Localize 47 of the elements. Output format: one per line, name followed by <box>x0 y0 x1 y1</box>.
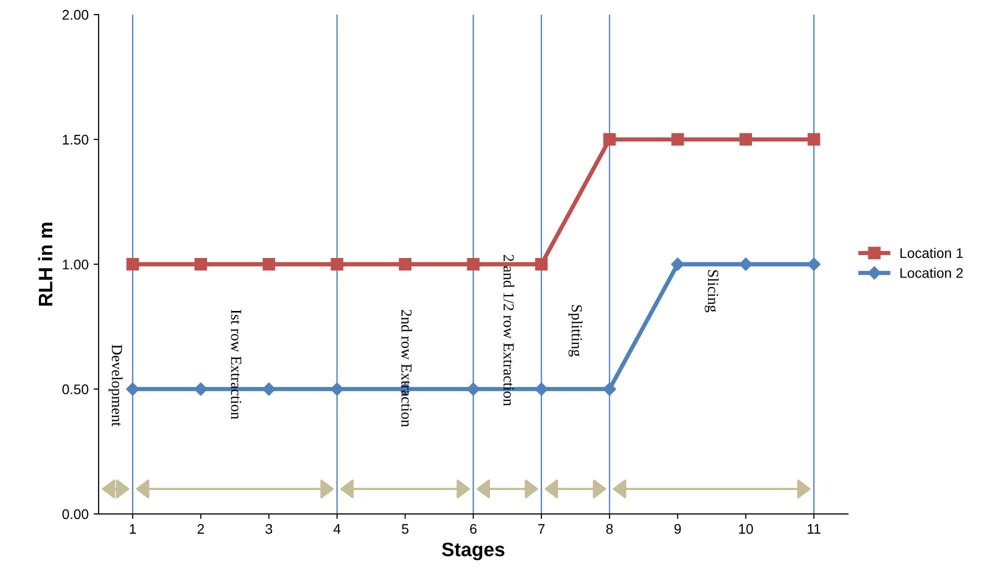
point <box>398 258 412 271</box>
legend-label: Location 2 <box>900 268 963 278</box>
x-tick-label: 6 <box>470 524 477 534</box>
point <box>602 382 616 396</box>
y-tick-label: 0.00 <box>62 509 88 520</box>
y-tick-label: 2.00 <box>62 10 88 20</box>
y-axis-title: RLH in m <box>38 222 52 306</box>
point <box>808 133 820 146</box>
annotation: Ist row Extraction <box>231 310 242 420</box>
y-tick-label: 1.50 <box>62 134 88 145</box>
point <box>126 258 139 271</box>
point <box>194 258 208 271</box>
point <box>126 382 140 396</box>
point <box>262 382 276 396</box>
point <box>330 258 344 271</box>
point <box>466 382 480 396</box>
x-tick-label: 9 <box>674 524 681 534</box>
point <box>603 133 616 146</box>
point <box>535 258 548 271</box>
legend-label: Location 1 <box>900 248 963 258</box>
point <box>671 133 684 146</box>
point <box>671 258 684 271</box>
y-tick-label: 0.50 <box>62 384 88 394</box>
x-tick-label: 8 <box>606 524 613 534</box>
annotation: 2 and 1/2 row Extraction <box>504 254 514 406</box>
x-tick-label: 7 <box>538 524 545 534</box>
point <box>740 133 752 146</box>
point <box>534 382 548 396</box>
x-axis-title: Stages <box>442 542 504 560</box>
y-tick-label: 1.00 <box>62 260 88 270</box>
annotation: Splitting <box>568 305 582 357</box>
x-tick-label: 11 <box>808 524 820 534</box>
x-tick-label: 4 <box>333 524 340 534</box>
point <box>739 258 752 271</box>
point <box>807 258 820 271</box>
annotation: Development <box>108 344 123 426</box>
x-tick-label: 3 <box>266 524 272 534</box>
annotation: 2nd row Extraction <box>401 310 412 427</box>
x-tick-label: 1 <box>130 524 136 534</box>
point <box>262 258 276 271</box>
point <box>467 258 480 271</box>
x-tick-label: 10 <box>739 524 753 534</box>
annotation: Slicing <box>704 270 719 312</box>
x-tick-label: 5 <box>402 524 408 534</box>
x-tick-label: 2 <box>198 524 204 534</box>
point <box>194 382 208 396</box>
point <box>330 382 344 396</box>
